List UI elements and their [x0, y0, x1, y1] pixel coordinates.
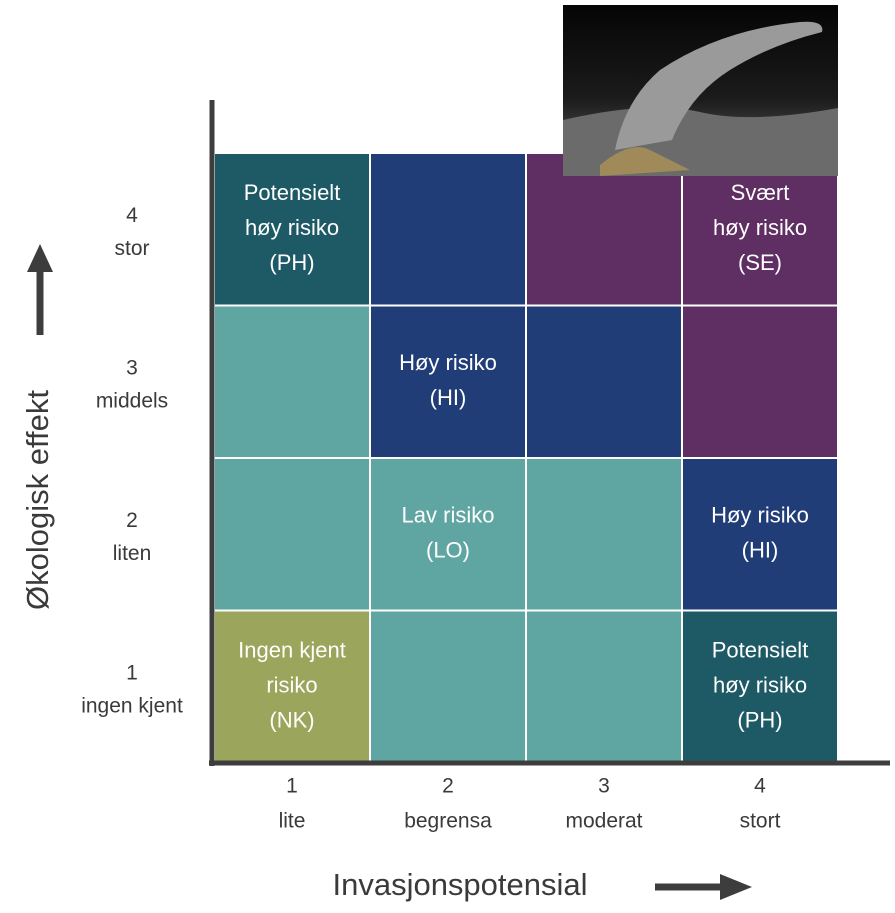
y-level-number: 1	[126, 661, 138, 684]
cell-label: høy risiko	[713, 215, 807, 240]
cell	[370, 458, 526, 611]
cell-label: (PH)	[737, 708, 782, 733]
cells: Potensielt høy risiko (PH) Svært høy risiko (…	[214, 153, 838, 763]
cell	[370, 611, 526, 764]
cell	[214, 306, 370, 459]
x-level-label: stort	[740, 810, 781, 833]
x-level-number: 4	[754, 775, 766, 798]
cell-label: (HI)	[430, 385, 467, 410]
y-arrow	[27, 244, 53, 335]
x-axis-title: Invasjonspotensial	[332, 867, 587, 902]
cell	[526, 306, 682, 459]
y-level-label: liten	[113, 542, 152, 565]
cell-label: høy risiko	[713, 673, 807, 698]
y-level-number: 3	[126, 356, 138, 379]
cell	[526, 458, 682, 611]
cell	[682, 458, 838, 611]
cell-label: (HI)	[742, 538, 779, 563]
cell-label: Svært	[731, 180, 790, 205]
y-level-label: ingen kjent	[81, 694, 183, 717]
x-level-label: begrensa	[404, 810, 492, 833]
x-level-number: 3	[598, 775, 610, 798]
photo	[563, 5, 838, 176]
x-level-number: 2	[442, 775, 454, 798]
cell-label: Ingen kjent	[238, 638, 346, 663]
cell-label: (PH)	[269, 250, 314, 275]
cell-label: (SE)	[738, 250, 782, 275]
cell-label: Høy risiko	[399, 350, 497, 375]
cell-label: Høy risiko	[711, 503, 809, 528]
cell-label: (NK)	[269, 708, 314, 733]
y-level-number: 2	[126, 509, 138, 532]
x-level-label: moderat	[565, 810, 642, 833]
y-level-number: 4	[126, 204, 138, 227]
cell-label: (LO)	[426, 538, 470, 563]
x-arrow	[655, 874, 752, 900]
cell	[214, 458, 370, 611]
risk-matrix: Potensielt høy risiko (PH) Svært høy risiko (…	[0, 0, 895, 913]
y-level-label: stor	[114, 237, 149, 260]
y-level-label: middels	[96, 389, 168, 412]
cell	[682, 306, 838, 459]
cell-label: Potensielt	[244, 180, 341, 205]
cell	[526, 611, 682, 764]
x-level-label: lite	[279, 810, 306, 833]
cell	[370, 153, 526, 306]
cell-label: høy risiko	[245, 215, 339, 240]
y-axis-title: Økologisk effekt	[20, 390, 55, 610]
cell-label: Lav risiko	[402, 503, 495, 528]
cell	[370, 306, 526, 459]
cell-label: risiko	[266, 673, 317, 698]
cell-label: Potensielt	[712, 638, 809, 663]
x-level-number: 1	[286, 775, 298, 798]
